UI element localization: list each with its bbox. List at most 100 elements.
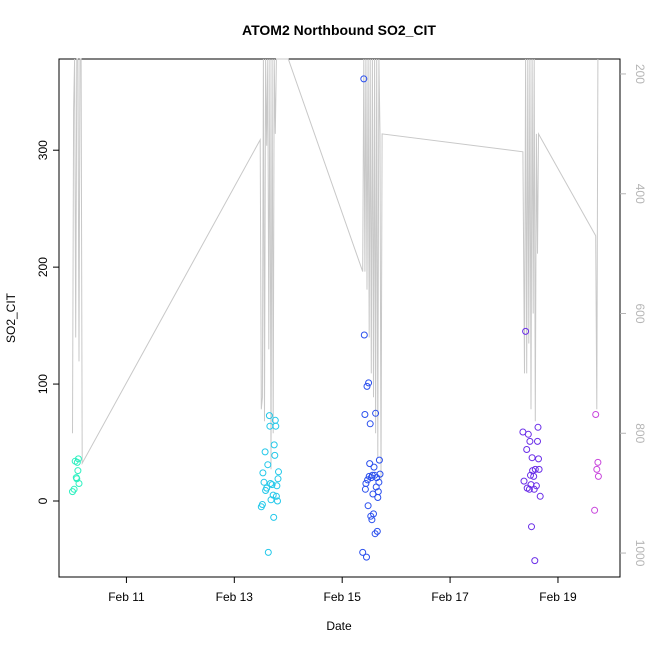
data-point (528, 454, 536, 462)
series-0 (69, 455, 83, 496)
data-point (73, 458, 81, 466)
data-point (526, 437, 534, 445)
data-point (275, 468, 282, 476)
plot-frame (58, 58, 621, 578)
data-point (361, 485, 369, 493)
data-point (259, 469, 267, 477)
data-point (534, 437, 541, 445)
y-tick-label: 200 (36, 257, 50, 277)
x-tick-label: Feb 11 (108, 590, 145, 604)
x-axis-label: Date (326, 619, 352, 633)
y-axis-label: SO2_CIT (4, 292, 18, 343)
data-point (263, 484, 271, 492)
data-point (271, 451, 279, 459)
data-point (264, 548, 272, 556)
data-point (273, 482, 281, 490)
data-point (264, 461, 272, 469)
data-point (530, 485, 538, 493)
secondary-series-line (72, 58, 599, 482)
data-point (591, 506, 599, 514)
y2-tick-label: 600 (633, 303, 647, 323)
y2-tick-label: 1000 (633, 540, 647, 567)
data-point (365, 379, 373, 387)
data-point (270, 513, 278, 521)
data-point (362, 480, 370, 487)
data-point (524, 430, 532, 438)
series-1 (257, 412, 282, 556)
data-point (268, 481, 276, 489)
data-point (536, 492, 544, 500)
data-point (522, 327, 530, 335)
series-2 (359, 75, 384, 561)
series-4 (591, 411, 602, 514)
data-point (364, 476, 372, 484)
x-tick-label: Feb 17 (431, 590, 469, 604)
x-axis: Feb 11 Feb 13 Feb 15 Feb 17 Feb 19 (108, 577, 577, 604)
data-point (374, 488, 382, 496)
data-point (360, 75, 368, 83)
data-point (363, 553, 370, 561)
chart-title: ATOM2 Northbound SO2_CIT (242, 22, 436, 38)
data-point (371, 530, 379, 538)
data-point (370, 463, 378, 471)
data-point (376, 470, 384, 478)
data-point (530, 472, 538, 480)
data-point (261, 448, 269, 456)
y-tick-label: 300 (36, 140, 50, 160)
data-point (520, 477, 528, 485)
data-point (75, 480, 83, 487)
data-point (269, 491, 277, 499)
y2-tick-label: 200 (633, 64, 647, 84)
data-point (74, 455, 82, 463)
data-point (272, 422, 280, 430)
data-point (361, 411, 369, 418)
y2-tick-label: 800 (633, 423, 647, 443)
data-point (531, 557, 539, 565)
data-point (525, 485, 533, 493)
data-point (366, 420, 374, 428)
data-point (594, 458, 602, 466)
data-point (528, 523, 535, 531)
data-point (535, 465, 543, 473)
data-point (374, 494, 382, 501)
data-point (523, 446, 531, 453)
data-point (74, 467, 82, 475)
x-tick-label: Feb 19 (539, 590, 577, 604)
data-point (266, 422, 274, 430)
data-point (594, 472, 602, 480)
data-point (368, 516, 376, 524)
data-point (375, 456, 383, 464)
y2-tick-label: 400 (633, 184, 647, 204)
data-point (592, 411, 600, 418)
data-point (593, 465, 601, 473)
data-point (359, 548, 367, 556)
data-point (532, 482, 540, 490)
y-axis-left: 0 100 200 300 (36, 140, 59, 504)
data-point (270, 441, 278, 449)
series-3 (519, 327, 544, 565)
data-point (373, 527, 381, 535)
data-point (260, 478, 268, 486)
data-point (265, 412, 273, 420)
data-point (534, 423, 542, 431)
x-tick-label: Feb 15 (324, 590, 362, 604)
data-point (535, 455, 542, 463)
data-point (531, 465, 539, 473)
data-point (258, 501, 266, 508)
data-point (375, 478, 383, 486)
y-tick-label: 0 (36, 497, 50, 504)
x-tick-label: Feb 13 (216, 590, 254, 604)
points-layer (69, 75, 602, 565)
data-point (370, 510, 377, 518)
data-point (274, 497, 281, 505)
data-point (272, 492, 280, 500)
y-axis-right: 200 400 600 800 1000 (620, 64, 647, 567)
data-point (372, 409, 380, 417)
data-point (274, 475, 282, 483)
data-point (366, 460, 374, 468)
data-point (70, 485, 78, 493)
data-point (363, 382, 371, 390)
data-point (267, 480, 274, 487)
y-tick-label: 100 (36, 374, 50, 394)
